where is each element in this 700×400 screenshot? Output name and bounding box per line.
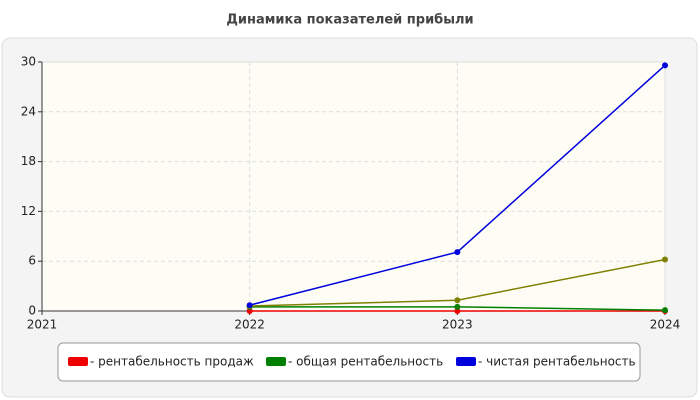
point [246,308,253,314]
legend-label: - чистая рентабельность [478,355,636,369]
point [454,297,461,304]
legend-box [57,342,641,382]
x-tick-label: 2023 [442,318,473,332]
y-tick-label: 6 [28,254,36,268]
y-tick-label: 12 [21,204,36,218]
x-tick-label: 2021 [27,318,58,332]
y-tick-label: 18 [21,154,36,168]
x-tick-label: 2022 [234,318,265,332]
point [662,307,668,314]
y-tick-label: 24 [21,104,36,118]
point [662,256,668,263]
x-tick-label: 2024 [650,318,681,332]
plot-area [41,61,666,312]
point [246,302,253,309]
legend-label: - общая рентабельность [288,355,443,369]
legend-swatch [266,357,286,366]
point [454,249,461,256]
point [662,62,668,69]
point [454,308,461,314]
point [454,303,461,310]
legend-swatch [456,357,476,366]
legend-label: - рентабельность продаж [90,355,254,369]
y-tick-label: 30 [21,55,36,69]
chart-title: Динамика показателей прибыли [226,13,473,28]
legend-swatch [68,357,88,366]
y-tick-label: 0 [28,304,36,318]
